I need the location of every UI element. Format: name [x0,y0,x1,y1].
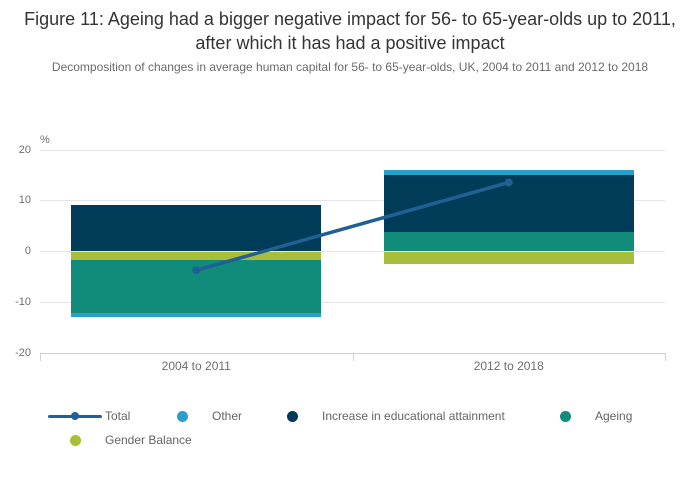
bar-segment-other-2[interactable] [383,170,634,175]
bar-segment-gender-balance-2[interactable] [383,251,634,265]
legend-item-ageing[interactable]: Ageing [538,409,632,423]
chart-title: Figure 11: Ageing had a bigger negative … [24,9,676,53]
x-axis-category-label: 2012 to 2018 [473,359,544,373]
educational-attainment-dot-swatch [265,410,319,422]
legend-item-gender-balance[interactable]: Gender Balance [48,433,192,447]
legend-label-educational-attainment: Increase in educational attainment [322,409,505,423]
y-axis-tick-label: 20 [18,143,31,156]
y-axis-tick-label: -20 [15,346,31,359]
legend-label-ageing: Ageing [595,409,633,423]
y-axis-tick-label: 10 [18,194,31,207]
gender-balance-dot-swatch [48,434,102,446]
gridline--10 [40,301,665,303]
gridline-20 [40,149,665,151]
bar-segment-other-1[interactable] [71,312,322,317]
legend-label-total: Total [105,409,131,423]
total-marker-2[interactable] [504,178,513,187]
y-axis-unit-label: % [40,134,50,146]
x-axis-tick-1 [352,353,354,361]
total-line-path [194,180,511,273]
legend-item-educational-attainment[interactable]: Increase in educational attainment [265,409,505,423]
legend-label-other: Other [212,409,243,423]
legend-item-other[interactable]: Other [155,409,242,423]
x-axis-tick-2 [665,353,666,361]
x-axis-tick-0 [40,353,41,361]
total-marker-1[interactable] [192,266,201,275]
bar-segment-increase-in-educational-attainment-1[interactable] [71,204,322,252]
ageing-dot-icon [559,410,571,422]
gridline-10 [40,200,665,202]
legend-item-total[interactable]: Total [48,409,130,423]
x-axis-category-label: 2004 to 2011 [161,359,231,373]
total-line-swatch-marker [71,412,79,420]
other-dot-swatch [155,410,209,422]
legend-label-gender-balance: Gender Balance [105,433,192,447]
bar-segment-ageing-2[interactable] [383,231,634,252]
y-axis-tick-label: -10 [15,295,31,308]
ageing-dot-swatch [538,410,592,422]
y-axis-tick-label: 0 [24,245,31,257]
chart-subtitle: Decomposition of changes in average huma… [51,60,649,74]
gridline-0 [40,251,665,252]
total-line-swatch [48,410,102,422]
bar-segment-gender-balance-1[interactable] [71,251,322,261]
gender-balance-dot-icon [69,434,81,446]
other-dot-icon [176,410,188,422]
educational-attainment-dot-icon [286,410,298,422]
